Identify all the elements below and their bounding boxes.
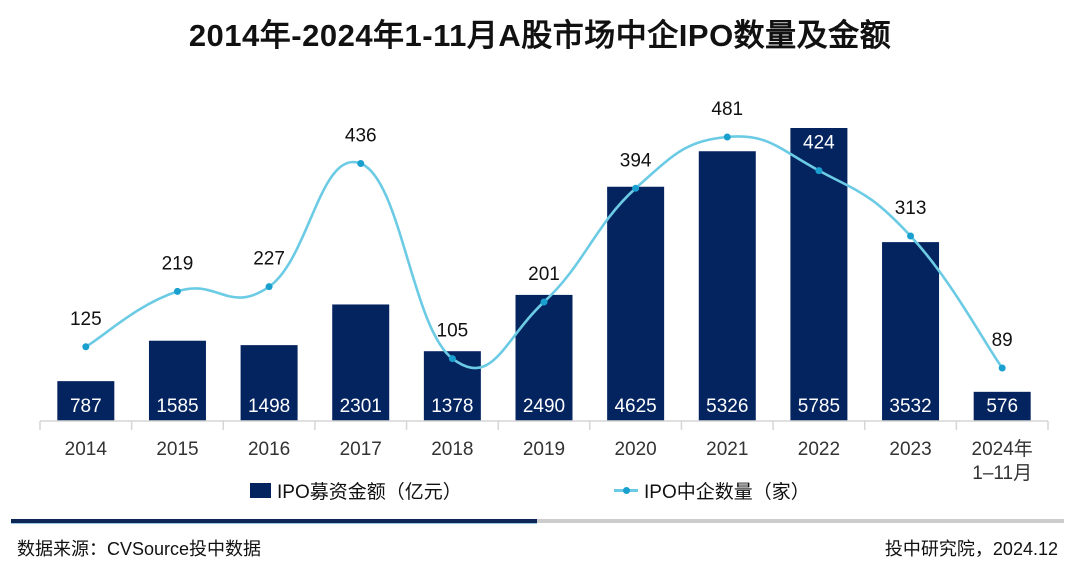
bar-value-label: 5785 — [798, 396, 840, 417]
line-value-label: 394 — [620, 150, 652, 171]
bar-8 — [790, 128, 848, 421]
x-tick-label: 2017 — [340, 439, 382, 460]
line-value-label: 227 — [253, 249, 285, 270]
legend-item-bar: IPO募资金额（亿元） — [250, 477, 462, 504]
x-tick-label: 2024年 — [972, 438, 1033, 460]
x-tick-label: 2015 — [156, 439, 198, 460]
legend-item-line: IPO中企数量（家） — [614, 477, 810, 504]
line-value-label: 219 — [162, 253, 194, 274]
bar-value-label: 787 — [70, 396, 102, 417]
x-tick-label: 2022 — [798, 439, 840, 460]
x-tick-label: 2016 — [248, 439, 290, 460]
bar-2 — [240, 345, 298, 421]
bar-value-label: 2490 — [523, 396, 565, 417]
bar-value-label: 1585 — [156, 396, 198, 417]
chart-title: 2014年-2024年1-11月A股市场中企IPO数量及金额 — [188, 18, 892, 53]
bar-5 — [515, 294, 573, 421]
line-series-layer — [82, 133, 1006, 372]
line-point-5 — [540, 298, 548, 306]
line-point-0 — [82, 343, 90, 351]
line-point-10 — [998, 364, 1006, 372]
bar-6 — [607, 186, 665, 421]
x-axis: 2014 2015 2016 2017 2018 2019 2020 2021 2022 2023… — [39, 420, 1049, 484]
x-tick-label: 2019 — [523, 439, 565, 460]
line-marker-icon — [614, 486, 638, 494]
line-value-label: 125 — [70, 309, 102, 330]
bar-value-label: 1498 — [248, 396, 290, 417]
line-value-label: 105 — [437, 321, 469, 342]
line-value-label: 201 — [528, 264, 560, 285]
footer-divider — [537, 519, 1064, 523]
x-tick-label: 2023 — [889, 439, 931, 460]
x-tick-label: 2018 — [431, 439, 473, 460]
bar-swatch-icon — [250, 483, 271, 498]
line-series-path — [85, 135, 1004, 370]
line-value-label: 436 — [345, 126, 377, 147]
line-value-label: 89 — [992, 330, 1013, 351]
line-point-7 — [723, 133, 731, 141]
bar-value-label: 4625 — [614, 396, 656, 417]
x-tick-label: 2014 — [65, 439, 108, 460]
bars-layer — [57, 128, 1031, 421]
data-source: 数据来源：CVSource投中数据 — [17, 539, 262, 559]
x-tick-label: 2021 — [706, 439, 748, 460]
bar-value-label: 1378 — [431, 396, 473, 417]
bar-value-label: 2301 — [340, 396, 382, 417]
bar-value-label: 576 — [986, 396, 1018, 417]
line-point-3 — [357, 160, 365, 168]
bar-9 — [882, 242, 940, 421]
x-tick-label: 1–11月 — [972, 463, 1032, 484]
publisher-credit: 投中研究院，2024.12 — [884, 539, 1058, 559]
legend-bar-label: IPO募资金额（亿元） — [277, 482, 462, 503]
line-point-1 — [173, 287, 181, 295]
data-labels-layer: 787 1585 1498 2301 1378 2490 4625 5326 5785 3532 5… — [70, 99, 1018, 417]
legend-line-label: IPO中企数量（家） — [644, 482, 810, 503]
line-point-4 — [448, 355, 456, 363]
bar-3 — [332, 304, 390, 421]
line-point-8 — [815, 167, 823, 175]
bar-0 — [57, 381, 115, 421]
bar-1 — [148, 340, 206, 421]
bar-7 — [698, 151, 756, 421]
line-value-label: 424 — [803, 133, 835, 154]
bar-4 — [423, 351, 481, 421]
line-value-label: 313 — [895, 198, 927, 219]
line-point-2 — [265, 283, 273, 291]
line-point-6 — [632, 184, 640, 192]
bar-value-label: 5326 — [706, 396, 748, 417]
x-tick-label: 2020 — [614, 439, 656, 460]
bar-value-label: 3532 — [889, 396, 931, 417]
footer-divider-accent — [11, 519, 537, 524]
line-point-9 — [907, 232, 915, 240]
bar-10 — [973, 391, 1031, 421]
line-value-label: 481 — [711, 99, 743, 120]
